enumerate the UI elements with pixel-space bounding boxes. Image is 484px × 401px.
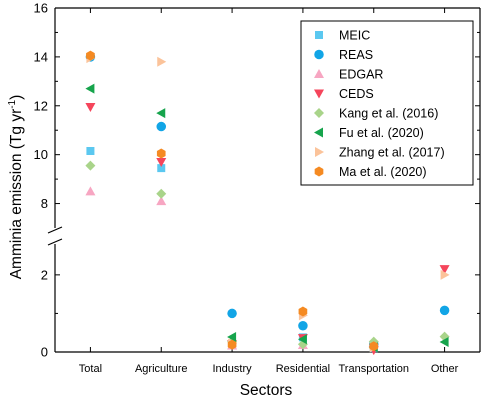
y-tick-label: 14 bbox=[34, 49, 48, 64]
legend-marker bbox=[314, 49, 324, 60]
legend-label: Zhang et al. (2017) bbox=[339, 146, 445, 160]
data-point bbox=[297, 334, 307, 345]
y-tick-label: 0 bbox=[41, 345, 48, 360]
data-point bbox=[439, 305, 450, 316]
data-point bbox=[86, 147, 95, 155]
data-point bbox=[85, 186, 96, 196]
series-edgar bbox=[85, 186, 379, 350]
data-point bbox=[157, 56, 167, 67]
legend-marker bbox=[314, 108, 324, 118]
legend-label: MEIC bbox=[339, 29, 370, 43]
data-point bbox=[156, 121, 166, 132]
y-axis-title: Amminia emission (Tg yr-1) bbox=[7, 95, 25, 280]
x-tick-label: Other bbox=[431, 363, 459, 375]
legend-label: CEDS bbox=[339, 87, 374, 101]
axis-break-mark-lower bbox=[47, 238, 63, 246]
legend-marker bbox=[314, 127, 323, 138]
data-point bbox=[227, 331, 237, 342]
data-point bbox=[85, 103, 96, 112]
legend-item: Fu et al. (2020) bbox=[314, 126, 424, 140]
data-point bbox=[298, 306, 308, 317]
legend-item: Ma et al. (2020) bbox=[314, 165, 427, 179]
x-tick-label: Total bbox=[79, 363, 102, 375]
y-tick-label: 2 bbox=[41, 267, 48, 282]
x-tick-label: Agriculture bbox=[135, 363, 188, 375]
legend-item: MEIC bbox=[315, 29, 370, 43]
legend-item: Zhang et al. (2017) bbox=[315, 146, 445, 160]
data-point bbox=[156, 158, 167, 167]
legend-marker bbox=[314, 166, 324, 177]
data-point bbox=[298, 321, 308, 331]
y-axis-title-superscript: -1 bbox=[7, 99, 18, 108]
data-point bbox=[157, 164, 166, 173]
legend-marker bbox=[314, 69, 324, 78]
x-tick-label: Industry bbox=[213, 363, 253, 375]
data-marks bbox=[85, 50, 450, 356]
legend-label: Ma et al. (2020) bbox=[339, 165, 427, 179]
axes: 8 10 12 14 16 0 2 Total Agriculture Industry Resid… bbox=[34, 1, 481, 375]
legend-marker bbox=[315, 147, 324, 157]
legend-label: Fu et al. (2020) bbox=[339, 126, 424, 140]
legend-label: Kang et al. (2016) bbox=[339, 107, 438, 121]
data-point bbox=[439, 336, 449, 347]
y-axis-title-main: Amminia emission (Tg yr bbox=[8, 109, 25, 280]
data-point bbox=[227, 339, 237, 350]
data-point bbox=[369, 341, 379, 352]
x-axis-title: Sectors bbox=[240, 382, 293, 399]
y-tick-label: 8 bbox=[41, 196, 48, 211]
legend-marker bbox=[314, 89, 324, 99]
data-point bbox=[439, 265, 450, 275]
x-tick-label: Residential bbox=[276, 363, 330, 375]
data-point bbox=[86, 50, 95, 61]
y-axis-title-close: ) bbox=[8, 95, 25, 100]
axis-break-mark-upper bbox=[47, 226, 63, 234]
legend-label: EDGAR bbox=[339, 68, 383, 82]
legend-label: REAS bbox=[339, 48, 373, 62]
data-point bbox=[440, 269, 450, 280]
x-tick-label: Transportation bbox=[338, 363, 409, 375]
legend-item: REAS bbox=[314, 48, 373, 62]
series-kang-et-al-2016 bbox=[85, 160, 450, 350]
legend: MEIC REAS EDGAR CEDS Kang et al. (2016) Fu et… bbox=[300, 20, 474, 186]
legend-marker bbox=[315, 31, 323, 39]
legend-item: EDGAR bbox=[314, 68, 383, 82]
data-point bbox=[85, 160, 96, 171]
data-point bbox=[156, 108, 166, 119]
data-point bbox=[85, 83, 95, 94]
data-point bbox=[227, 308, 237, 319]
data-point bbox=[156, 196, 167, 206]
y-tick-label: 16 bbox=[34, 1, 48, 16]
y-tick-label: 12 bbox=[34, 98, 48, 113]
data-point bbox=[156, 148, 166, 159]
series-ma-et-al-2020 bbox=[86, 50, 379, 352]
legend-box bbox=[300, 20, 474, 186]
y-tick-label: 10 bbox=[34, 147, 48, 162]
data-point bbox=[156, 188, 167, 199]
legend-item: Kang et al. (2016) bbox=[314, 107, 438, 121]
legend-item: CEDS bbox=[314, 87, 374, 101]
